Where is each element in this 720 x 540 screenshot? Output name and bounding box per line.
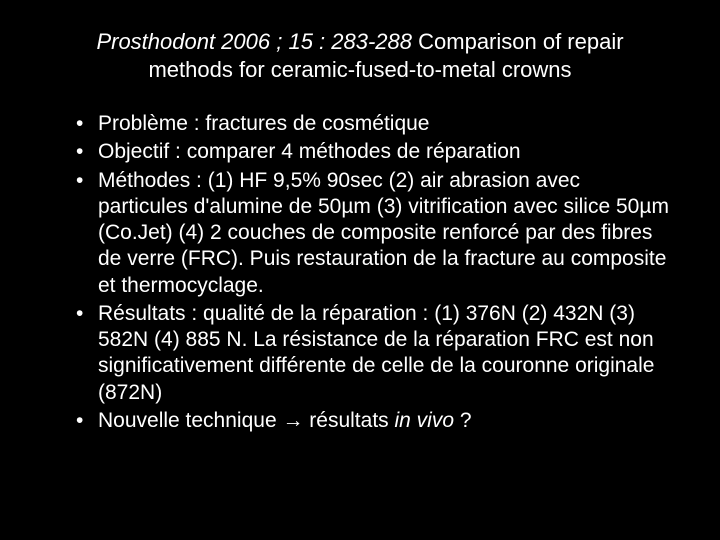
slide-title: Prosthodont 2006 ; 15 : 283-288 Comparis… <box>48 28 672 83</box>
bullet-text: Résultats : qualité de la réparation : (… <box>98 302 654 404</box>
list-item: Méthodes : (1) HF 9,5% 90sec (2) air abr… <box>76 168 672 299</box>
bullet-text-italic: in vivo <box>395 409 455 432</box>
list-item: Objectif : comparer 4 méthodes de répara… <box>76 139 672 165</box>
bullet-text-suffix: ? <box>454 409 472 432</box>
bullet-text: Problème : fractures de cosmétique <box>98 112 430 135</box>
bullet-text: Méthodes : (1) HF 9,5% 90sec (2) air abr… <box>98 169 669 297</box>
list-item: Résultats : qualité de la réparation : (… <box>76 301 672 406</box>
bullet-text: Objectif : comparer 4 méthodes de répara… <box>98 140 521 163</box>
citation: Prosthodont 2006 ; 15 : 283-288 <box>96 29 412 54</box>
list-item: Problème : fractures de cosmétique <box>76 111 672 137</box>
bullet-list: Problème : fractures de cosmétique Objec… <box>48 111 672 434</box>
bullet-text-prefix: Nouvelle technique → résultats <box>98 409 395 432</box>
list-item: Nouvelle technique → résultats in vivo ? <box>76 408 672 434</box>
